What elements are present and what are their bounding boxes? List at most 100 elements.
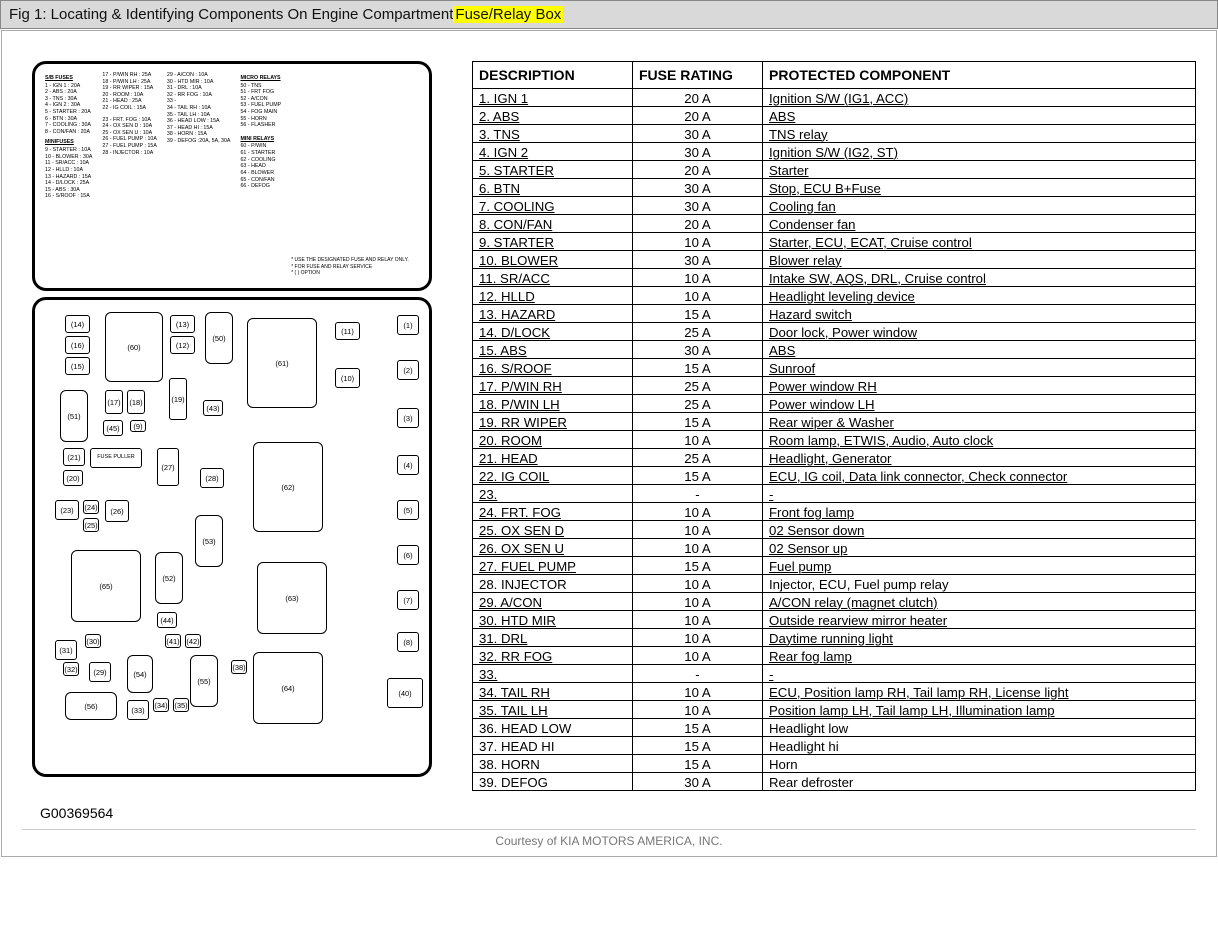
lid-item: 17 - P/WIN RH : 25A [102,72,156,79]
row-desc: 30. HTD MIR [479,613,556,628]
fuse-component-17: (17) [105,390,123,414]
fuse-component-34: (34) [153,698,169,712]
fuse-component-9: (9) [130,420,146,432]
fuse-component-55: (55) [190,655,218,707]
cell-description: 23. [473,485,633,503]
fuse-component-25: (25) [83,518,99,532]
cell-component: Rear defroster [763,773,1196,791]
cell-component: Headlight hi [763,737,1196,755]
table-row: 7. COOLING30 ACooling fan [473,197,1196,215]
lid-item: 36 - HEAD LOW : 15A [167,118,231,125]
cell-component: Fuel pump [763,557,1196,575]
lid-item: 64 - BLOWER [240,170,281,177]
cell-component: - [763,485,1196,503]
lid-col-4: MICRO RELAYS 50 - TNS51 - FRT FOG52 - A/… [240,72,281,280]
cell-component: Cooling fan [763,197,1196,215]
table-row: 25. OX SEN D10 A02 Sensor down [473,521,1196,539]
cell-description: 38. HORN [473,755,633,773]
fuse-component-14: (14) [65,315,90,333]
cell-rating: 30 A [633,143,763,161]
lid-list-5: 50 - TNS51 - FRT FOG52 - A/CON53 - FUEL … [240,83,281,129]
fuse-component-21: (21) [63,448,85,466]
row-desc: 25. OX SEN D [479,523,564,538]
cell-description: 9. STARTER [473,233,633,251]
cell-component: 02 Sensor up [763,539,1196,557]
fuse-component-1: (1) [397,315,419,335]
row-desc: 14. D/LOCK [479,325,550,340]
row-desc: 33. [479,667,497,682]
cell-component: Ignition S/W (IG2, ST) [763,143,1196,161]
cell-description: 7. COOLING [473,197,633,215]
courtesy-line: Courtesy of KIA MOTORS AMERICA, INC. [22,829,1196,848]
lid-item: 14 - D/LOCK : 25A [45,180,92,187]
table-row: 10. BLOWER30 ABlower relay [473,251,1196,269]
fuse-component-27: (27) [157,448,179,486]
fuse-component-18: (18) [127,390,145,414]
lid-item: 6 - BTN : 30A [45,116,92,123]
cell-description: 21. HEAD [473,449,633,467]
lid-item: 18 - P/WIN LH : 25A [102,79,156,86]
cell-description: 2. ABS [473,107,633,125]
figure-title-highlight: Fuse/Relay Box [453,6,563,23]
cell-description: 16. S/ROOF [473,359,633,377]
lid-item: 62 - COOLING [240,157,281,164]
cell-component: Blower relay [763,251,1196,269]
fuse-component-54: (54) [127,655,153,693]
cell-component: Position lamp LH, Tail lamp LH, Illumina… [763,701,1196,719]
fuse-table: DESCRIPTION FUSE RATING PROTECTED COMPON… [472,61,1196,791]
fuse-component-56: (56) [65,692,117,720]
lid-item: * ( ) OPTION [291,270,409,276]
lid-heading-sb: S/B FUSES [45,75,92,82]
table-row: 37. HEAD HI15 AHeadlight hi [473,737,1196,755]
lid-item: 11 - SR/ACC : 10A [45,160,92,167]
cell-description: 1. IGN 1 [473,89,633,107]
cell-component: Rear wiper & Washer [763,413,1196,431]
row-desc: 7. COOLING [479,199,554,214]
row-desc: 22. IG COIL [479,469,549,484]
row-desc: 6. BTN [479,181,520,196]
lid-heading-minirelay: MINI RELAYS [240,136,281,143]
lid-list-2a: 9 - STARTER : 10A10 - BLOWER : 30A11 - S… [45,147,92,200]
row-desc: 23. [479,487,497,502]
lid-item: 12 - HLLD : 10A [45,167,92,174]
lid-item: 61 - STARTER [240,150,281,157]
fuse-lid-legend: S/B FUSES 1 - IGN 1 : 20A2 - ABS : 20A3 … [32,61,432,291]
cell-component: Sunroof [763,359,1196,377]
cell-component: Starter, ECU, ECAT, Cruise control [763,233,1196,251]
cell-rating: 20 A [633,107,763,125]
cell-rating: 10 A [633,647,763,665]
fuse-component-5: (5) [397,500,419,520]
lid-item: 31 - DRL : 10A [167,85,231,92]
row-desc: 11. SR/ACC [479,271,550,286]
fuse-component-29: (29) [89,662,111,682]
cell-description: 33. [473,665,633,683]
lid-item: 52 - A/CON [240,96,281,103]
lid-list-6: 60 - P/WIN61 - STARTER62 - COOLING63 - H… [240,143,281,189]
fuse-component-51: (51) [60,390,88,442]
document-id: G00369564 [2,801,1216,821]
cell-description: 3. TNS [473,125,633,143]
lid-item: 3 - TNS : 30A [45,96,92,103]
row-desc: 31. DRL [479,631,527,646]
cell-rating: 30 A [633,125,763,143]
lid-item: 56 - FLASHER [240,122,281,129]
col-description: DESCRIPTION [473,62,633,89]
cell-description: 17. P/WIN RH [473,377,633,395]
cell-rating: 10 A [633,287,763,305]
lid-item: 54 - FOG MAIN [240,109,281,116]
row-desc: 39. DEFOG [479,775,548,790]
fuse-component-11: (11) [335,322,360,340]
fuse-component-fuse_puller: FUSE PULLER [90,448,142,468]
row-desc: 27. FUEL PUMP [479,559,576,574]
lid-item: 30 - HTD MIR : 10A [167,79,231,86]
cell-component: Daytime running light [763,629,1196,647]
lid-item: 15 - ABS : 30A [45,187,92,194]
cell-rating: 30 A [633,773,763,791]
table-row: 23. -- [473,485,1196,503]
row-desc: 37. HEAD HI [479,739,555,754]
cell-description: 5. STARTER [473,161,633,179]
row-desc: 2. ABS [479,109,519,124]
cell-rating: 15 A [633,467,763,485]
row-desc: 32. RR FOG [479,649,552,664]
fuse-component-20: (20) [63,470,83,486]
